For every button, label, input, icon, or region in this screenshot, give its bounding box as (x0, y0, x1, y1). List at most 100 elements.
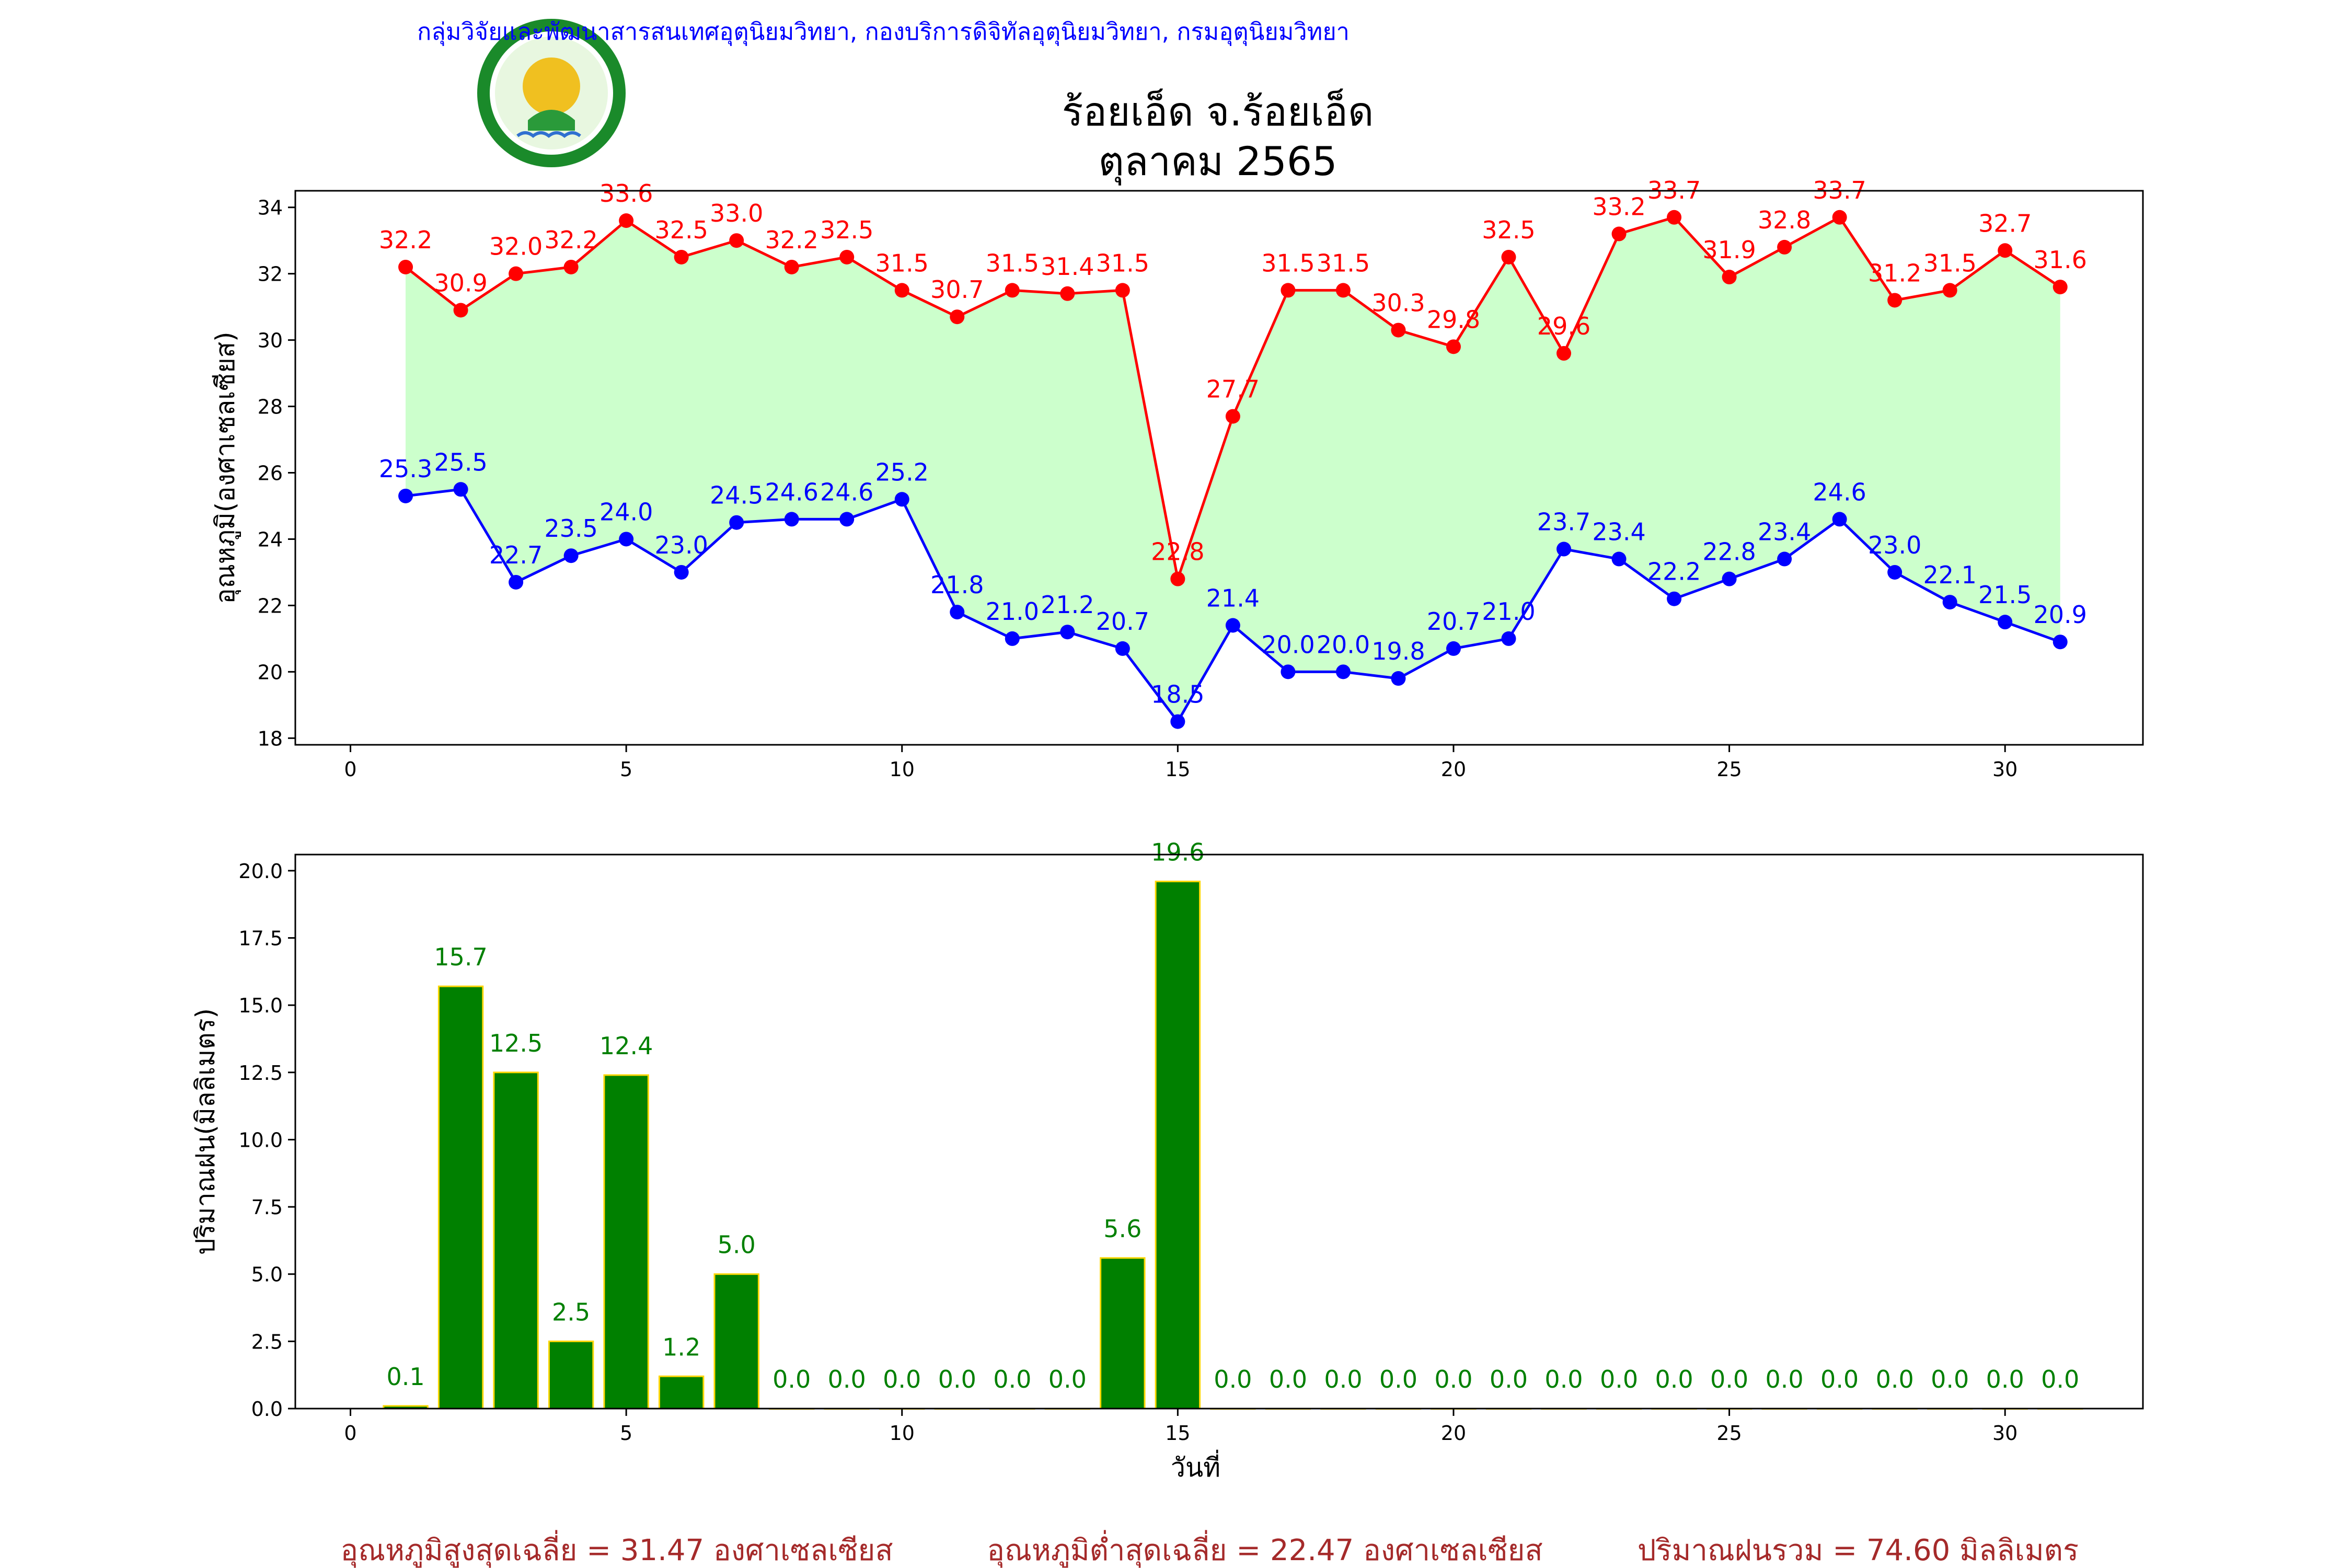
y-tick-label: 15.0 (238, 994, 283, 1017)
rain-value-label: 0.0 (828, 1365, 866, 1393)
rain-value-label: 0.0 (883, 1365, 921, 1393)
min-temp-point (1501, 631, 1516, 646)
min-temp-label: 21.2 (1041, 591, 1094, 619)
min-temp-label: 22.7 (489, 541, 543, 569)
max-temp-label: 30.7 (930, 275, 984, 304)
x-tick-label: 15 (1165, 758, 1190, 781)
y-tick-label: 20 (258, 661, 283, 684)
y-tick-label: 17.5 (238, 927, 283, 950)
max-temp-point (1335, 283, 1351, 298)
footer-average-max: อุณหภูมิสูงสุดเฉลี่ย = 31.47 องศาเซลเซีย… (340, 1530, 893, 1568)
y-tick-label: 28 (258, 396, 283, 419)
rain-value-label: 0.0 (938, 1365, 976, 1393)
min-temp-point (1667, 591, 1682, 606)
max-temp-label: 29.6 (1537, 312, 1590, 340)
chart-title-month: ตุลาคม 2565 (1098, 138, 1337, 186)
footer-total-rain: ปริมาณฝนรวม = 74.60 มิลลิเมตร (1638, 1534, 2079, 1567)
rain-bar (603, 1074, 649, 1410)
min-temperature-points (398, 482, 2068, 729)
max-temp-point (1501, 249, 1516, 264)
footer-average-min: อุณหภูมิต่ำสุดเฉลี่ย = 22.47 องศาเซลเซีย… (987, 1530, 1542, 1568)
min-temp-point (453, 482, 468, 497)
max-temp-label: 32.5 (1482, 216, 1535, 244)
max-temp-point (509, 266, 524, 281)
min-temp-point (950, 605, 965, 620)
max-temp-point (1557, 346, 1572, 361)
min-temp-point (1391, 671, 1406, 686)
max-temp-label: 22.8 (1151, 538, 1204, 566)
min-temp-label: 24.6 (1813, 478, 1866, 506)
max-temp-label: 32.0 (489, 233, 543, 261)
header-organization: กลุ่มวิจัยและพัฒนาสารสนเทศอุตุนิยมวิทยา,… (417, 18, 1350, 46)
max-temp-point (1667, 210, 1682, 225)
max-temp-point (1722, 270, 1737, 285)
max-temp-point (950, 309, 965, 325)
min-temp-label: 20.0 (1317, 630, 1370, 659)
min-temp-point (509, 574, 524, 590)
x-tick-label: 30 (1992, 1422, 2017, 1445)
min-temp-point (1611, 551, 1627, 567)
min-temp-point (784, 512, 799, 527)
max-temp-point (1060, 286, 1075, 301)
max-temp-point (1611, 226, 1627, 241)
y-tick-label: 20.0 (238, 860, 283, 883)
rain-value-label: 0.1 (386, 1363, 424, 1391)
y-tick-label: 2.5 (251, 1330, 283, 1353)
max-temp-label: 31.5 (1096, 249, 1149, 277)
max-temp-label: 31.5 (875, 249, 929, 277)
x-tick-label: 30 (1992, 758, 2017, 781)
min-temp-label: 23.4 (1758, 518, 1811, 546)
rain-bar (437, 985, 484, 1410)
min-temp-point (1115, 641, 1130, 656)
max-temp-label: 33.0 (710, 199, 763, 227)
min-temp-label: 24.0 (599, 498, 653, 526)
rain-value-label: 0.0 (2041, 1365, 2079, 1393)
max-temp-label: 32.2 (765, 226, 818, 254)
y-tick-label: 10.0 (238, 1128, 283, 1151)
rain-value-label: 0.0 (1766, 1365, 1804, 1393)
min-temp-label: 21.5 (1978, 581, 2032, 609)
min-temp-point (1942, 595, 1957, 610)
min-temp-label: 25.3 (379, 455, 432, 483)
temperature-y-axis-label: อุณหภูมิ(องศาเซลเซียส) (210, 331, 241, 604)
x-tick-label: 15 (1165, 1422, 1190, 1445)
max-temp-point (1832, 210, 1847, 225)
max-temp-point (729, 233, 744, 248)
max-temp-label: 33.2 (1592, 193, 1645, 221)
max-temp-label: 32.8 (1758, 206, 1811, 234)
y-tick-label: 24 (258, 528, 283, 551)
min-temp-point (1060, 625, 1075, 640)
rain-value-label: 2.5 (552, 1298, 590, 1326)
rainfall-plot-frame (294, 854, 2144, 1410)
min-temp-label: 21.0 (986, 597, 1039, 626)
min-temp-point (674, 564, 689, 580)
max-temp-point (563, 259, 579, 274)
max-temp-point (1115, 283, 1130, 298)
min-temp-point (1335, 664, 1351, 679)
min-temperature-labels: 25.3 25.522.723.524.023.024.5 24.6 24.625.2… (379, 448, 2087, 708)
max-temp-point (1887, 293, 1903, 308)
min-temp-point (839, 512, 855, 527)
max-temp-label: 27.7 (1206, 375, 1260, 403)
rain-value-label: 5.6 (1103, 1215, 1142, 1243)
max-temp-label: 30.9 (434, 269, 487, 297)
temperature-plot-frame (294, 190, 2144, 746)
min-temp-label: 22.8 (1702, 538, 1756, 566)
max-temp-point (1777, 239, 1792, 255)
min-temp-label: 21.4 (1206, 584, 1260, 612)
max-temp-point (1391, 322, 1406, 338)
max-temp-point (894, 283, 909, 298)
rain-value-label: 0.0 (1600, 1365, 1638, 1393)
max-temp-point (2053, 280, 2068, 295)
min-temp-point (1722, 571, 1737, 586)
max-temp-label: 31.2 (1868, 259, 1921, 287)
chart-title-station: ร้อยเอ็ด จ.ร้อยเอ็ด (1062, 88, 1374, 135)
min-temp-point (729, 515, 744, 530)
temperature-panel: 32.230.932.0 32.233.632.533.032.2 32.531.5… (210, 176, 2144, 781)
rainfall-x-ticks: 0 5 10 15 20 25 30 (344, 1409, 2017, 1445)
min-temp-point (619, 532, 634, 547)
rainfall-y-ticks: 0.0 2.5 5.0 7.5 10.0 12.5 15.0 17.5 20.0 (238, 860, 295, 1421)
min-temp-point (563, 548, 579, 563)
min-temp-point (1005, 631, 1020, 646)
min-temp-label: 21.8 (930, 571, 984, 599)
